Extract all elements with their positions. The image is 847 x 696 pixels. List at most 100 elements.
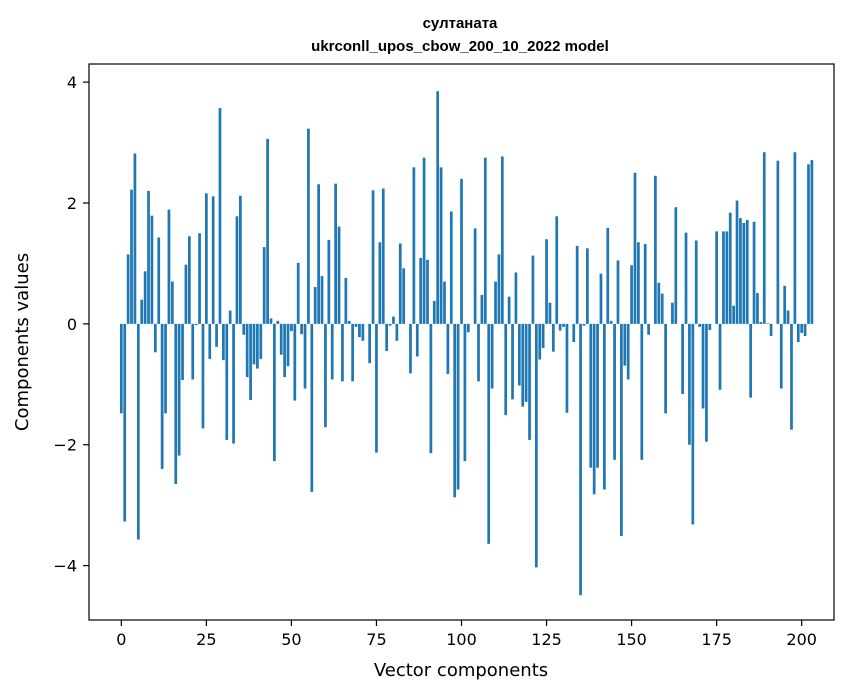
bar-component-44 [269, 318, 273, 324]
bar-component-64 [337, 226, 341, 324]
bar-component-14 [167, 209, 171, 324]
bar-component-178 [725, 231, 729, 324]
bar-component-111 [497, 254, 501, 324]
bar-component-32 [228, 310, 232, 324]
bar-component-26 [208, 323, 212, 359]
bar-component-0 [119, 323, 123, 414]
bar-component-121 [531, 255, 535, 324]
bar-component-196 [786, 310, 790, 324]
bar-component-53 [300, 323, 303, 335]
bar-component-83 [402, 268, 406, 324]
bar-component-129 [558, 323, 562, 331]
bar-series [119, 91, 814, 596]
bar-component-160 [664, 323, 667, 414]
bar-component-159 [660, 293, 664, 324]
bar-component-104 [473, 228, 477, 324]
x-tick-label: 100 [446, 630, 477, 649]
bar-component-177 [722, 231, 725, 324]
bar-component-65 [341, 323, 344, 382]
bar-component-194 [779, 323, 783, 389]
x-tick-label: 125 [531, 630, 562, 649]
bar-component-170 [698, 323, 701, 327]
x-tick-label: 50 [281, 630, 301, 649]
bar-component-73 [368, 323, 372, 364]
bar-component-163 [674, 207, 678, 324]
bar-component-3 [130, 189, 133, 324]
bar-component-143 [606, 227, 610, 324]
bar-component-149 [626, 323, 630, 380]
bar-component-88 [419, 258, 423, 324]
bar-component-58 [317, 184, 320, 324]
bar-component-70 [358, 323, 361, 338]
bar-component-35 [239, 195, 242, 324]
bar-component-108 [487, 323, 491, 544]
bar-component-63 [334, 183, 337, 324]
bar-component-55 [307, 128, 310, 324]
bar-component-2 [126, 254, 130, 324]
bar-component-195 [783, 285, 787, 324]
bar-component-75 [375, 323, 378, 453]
y-tick-label: 4 [67, 73, 77, 92]
bar-component-71 [361, 323, 365, 341]
y-tick-label: −2 [53, 436, 77, 455]
bar-component-98 [453, 323, 457, 498]
bar-component-126 [548, 302, 552, 324]
bar-component-185 [749, 323, 753, 398]
bar-component-29 [218, 108, 222, 324]
bar-component-136 [582, 323, 586, 326]
bar-component-107 [483, 157, 487, 324]
bar-component-200 [800, 323, 804, 333]
bar-component-61 [327, 239, 331, 324]
bar-component-60 [324, 323, 327, 428]
bar-component-198 [793, 152, 797, 324]
bar-component-117 [517, 323, 521, 386]
bar-component-87 [415, 323, 419, 357]
bar-component-106 [480, 294, 484, 324]
bar-component-176 [718, 323, 722, 390]
bar-component-66 [344, 277, 348, 324]
bar-component-146 [616, 260, 620, 324]
bar-component-155 [647, 323, 650, 335]
bar-component-101 [463, 323, 467, 462]
bar-component-94 [439, 167, 443, 324]
bar-component-9 [150, 215, 154, 324]
plot-frame [88, 63, 835, 621]
bar-component-81 [395, 323, 399, 341]
bar-component-131 [565, 323, 569, 413]
bar-component-105 [477, 323, 480, 382]
bar-component-199 [796, 323, 800, 342]
bar-component-51 [293, 323, 297, 401]
bar-component-168 [691, 323, 695, 525]
bar-component-140 [596, 323, 599, 468]
x-tick-label: 200 [786, 630, 817, 649]
bar-component-133 [572, 323, 576, 342]
bar-component-24 [201, 323, 205, 429]
bar-component-181 [735, 200, 739, 324]
bar-component-201 [803, 323, 807, 336]
bar-component-25 [205, 193, 208, 324]
y-axis-label: Components values [12, 253, 33, 431]
bar-component-77 [381, 188, 385, 324]
bar-component-157 [654, 175, 657, 324]
bar-component-27 [211, 196, 215, 324]
bar-component-12 [160, 323, 164, 469]
bar-component-166 [684, 232, 688, 324]
bar-component-96 [446, 323, 450, 375]
bar-component-158 [657, 282, 661, 324]
bar-component-48 [283, 323, 286, 378]
x-tick-label: 150 [616, 630, 647, 649]
bar-component-68 [351, 323, 354, 382]
bar-component-89 [422, 157, 426, 324]
bar-component-21 [191, 323, 195, 380]
y-tick-label: 2 [67, 194, 77, 213]
bar-component-8 [147, 190, 150, 324]
bar-component-193 [776, 160, 780, 324]
bar-component-80 [392, 316, 395, 324]
bar-component-76 [378, 242, 382, 324]
bar-component-11 [157, 237, 161, 324]
bar-component-184 [745, 219, 749, 324]
bar-component-93 [436, 91, 440, 324]
bar-component-50 [290, 323, 293, 332]
bar-component-74 [371, 190, 375, 324]
bar-component-17 [177, 323, 181, 456]
